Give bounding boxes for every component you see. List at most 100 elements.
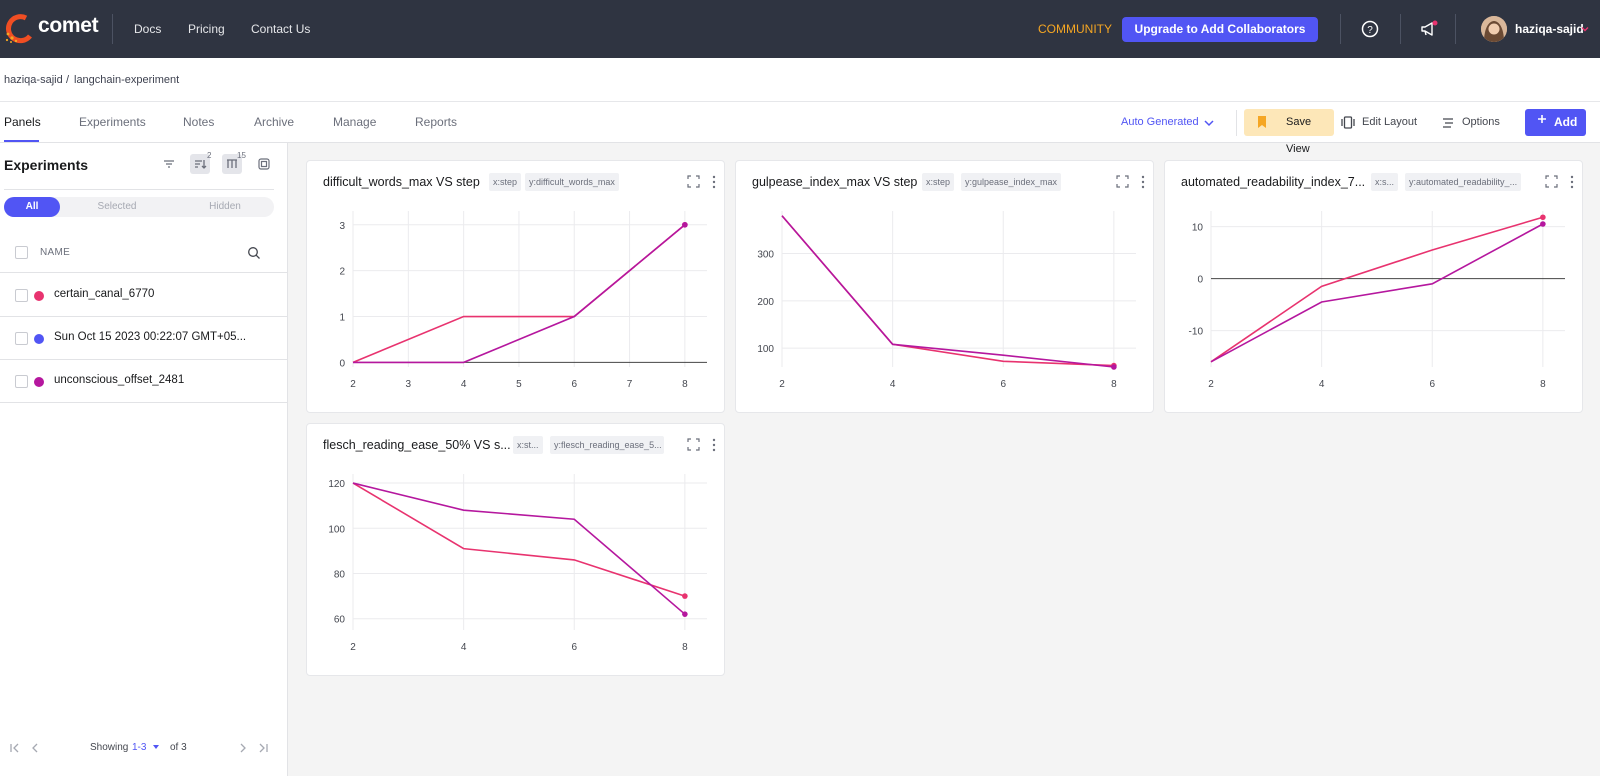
more-icon[interactable] bbox=[712, 438, 716, 442]
experiment-name[interactable]: unconscious_offset_2481 bbox=[54, 374, 185, 386]
y-tick-label: 200 bbox=[757, 297, 774, 308]
more-icon[interactable] bbox=[1570, 175, 1574, 179]
chart-panel: automated_readability_index_7... x:s... … bbox=[1164, 160, 1583, 413]
options-button[interactable]: Options bbox=[1462, 116, 1500, 128]
panel-actions bbox=[1116, 175, 1145, 189]
add-panel-button[interactable]: Add bbox=[1525, 109, 1586, 136]
breadcrumb-project[interactable]: langchain-experiment bbox=[74, 74, 180, 86]
community-link[interactable]: COMMUNITY bbox=[1038, 22, 1112, 36]
more-icon[interactable] bbox=[1141, 175, 1145, 179]
nav-docs[interactable]: Docs bbox=[134, 22, 162, 36]
x-tick-label: 4 bbox=[461, 642, 467, 653]
comet-logo[interactable]: comet bbox=[4, 12, 114, 48]
y-tick-label: 60 bbox=[334, 615, 346, 626]
logo-text: comet bbox=[38, 14, 99, 37]
series-line-1 bbox=[781, 215, 1114, 367]
y-axis-chip[interactable]: y:automated_readability_... bbox=[1405, 173, 1521, 191]
x-axis-chip[interactable]: x:st... bbox=[513, 436, 543, 454]
experiment-color-dot bbox=[34, 291, 44, 301]
line-chart: 2 4 6 8 -10 0 10 bbox=[1189, 211, 1565, 390]
filter-button[interactable] bbox=[159, 154, 179, 174]
expand-icon[interactable] bbox=[1545, 175, 1558, 188]
breadcrumb-workspace[interactable]: haziqa-sajid bbox=[4, 74, 63, 86]
view-selector[interactable]: Auto Generated bbox=[1121, 116, 1199, 128]
row-checkbox[interactable] bbox=[15, 332, 28, 345]
panel-actions bbox=[687, 438, 716, 452]
first-page-icon[interactable] bbox=[8, 741, 22, 755]
username[interactable]: haziqa-sajid bbox=[1515, 22, 1584, 36]
more-icon[interactable] bbox=[712, 175, 716, 179]
plus-icon bbox=[1538, 115, 1546, 123]
x-tick-label: 6 bbox=[571, 379, 577, 390]
x-axis-chip[interactable]: x:step bbox=[489, 173, 522, 191]
upgrade-button[interactable]: Upgrade to Add Collaborators bbox=[1122, 17, 1318, 42]
y-axis-chip[interactable]: y:gulpease_index_max bbox=[961, 173, 1062, 191]
y-axis-chip[interactable]: y:difficult_words_max bbox=[525, 173, 619, 191]
divider bbox=[112, 14, 113, 44]
previous-page-icon[interactable] bbox=[28, 741, 42, 755]
tab-reports[interactable]: Reports bbox=[415, 115, 458, 129]
y-tick-label: 100 bbox=[757, 344, 774, 355]
panel-title: difficult_words_max VS step bbox=[323, 175, 480, 189]
pager-total: of 3 bbox=[170, 742, 187, 753]
divider bbox=[1340, 14, 1341, 44]
filter-selected[interactable]: Selected bbox=[97, 201, 137, 212]
panel-title: gulpease_index_max VS step bbox=[752, 175, 918, 189]
x-tick-label: 2 bbox=[350, 379, 356, 390]
name-column-header[interactable]: NAME bbox=[40, 247, 71, 258]
edit-layout-button[interactable]: Edit Layout bbox=[1362, 116, 1418, 128]
columns-button[interactable] bbox=[222, 154, 242, 174]
x-tick-label: 3 bbox=[406, 379, 412, 390]
x-tick-label: 7 bbox=[627, 379, 633, 390]
y-tick-label: 300 bbox=[757, 250, 774, 261]
nav-pricing[interactable]: Pricing bbox=[188, 22, 225, 36]
search-icon[interactable] bbox=[247, 246, 261, 260]
x-axis-chip[interactable]: x:s... bbox=[1371, 173, 1399, 191]
pager-showing-label: Showing bbox=[90, 742, 129, 753]
next-page-icon[interactable] bbox=[236, 741, 250, 755]
announcements-icon[interactable] bbox=[1419, 19, 1439, 39]
experiment-name[interactable]: certain_canal_6770 bbox=[54, 288, 155, 300]
columns-icon bbox=[227, 159, 237, 168]
x-tick-label: 8 bbox=[1111, 379, 1117, 390]
comet-logo-icon bbox=[5, 14, 32, 44]
user-avatar[interactable] bbox=[1481, 16, 1507, 42]
series-end-point-2 bbox=[1111, 364, 1117, 370]
tab-manage[interactable]: Manage bbox=[333, 115, 377, 129]
tab-experiments[interactable]: Experiments bbox=[79, 115, 146, 129]
select-all-checkbox[interactable] bbox=[15, 246, 28, 259]
y-axis-chip[interactable]: y:flesch_reading_ease_5... bbox=[550, 436, 664, 454]
list-item[interactable]: certain_canal_6770 bbox=[0, 274, 288, 317]
table-header: NAME bbox=[0, 233, 288, 273]
expand-icon[interactable] bbox=[687, 175, 700, 188]
tab-panels[interactable]: Panels bbox=[4, 115, 41, 129]
filter-all[interactable]: All bbox=[4, 197, 60, 217]
caret-down-icon[interactable] bbox=[151, 742, 161, 752]
x-axis-chip[interactable]: x:step bbox=[922, 173, 955, 191]
last-page-icon[interactable] bbox=[256, 741, 270, 755]
list-item[interactable]: Sun Oct 15 2023 00:22:07 GMT+05... bbox=[0, 317, 288, 360]
row-checkbox[interactable] bbox=[15, 375, 28, 388]
x-tick-label: 8 bbox=[1540, 379, 1546, 390]
y-tick-label: 0 bbox=[339, 358, 345, 369]
row-checkbox[interactable] bbox=[15, 289, 28, 302]
sort-button[interactable] bbox=[190, 154, 210, 174]
chevron-down-icon[interactable] bbox=[1203, 117, 1215, 129]
group-button[interactable] bbox=[254, 154, 274, 174]
nav-contact-us[interactable]: Contact Us bbox=[251, 22, 311, 36]
expand-icon[interactable] bbox=[1116, 175, 1129, 188]
series-line-2 bbox=[781, 215, 1114, 368]
panel-actions bbox=[687, 175, 716, 189]
y-tick-label: 10 bbox=[1192, 223, 1204, 234]
pager-range-select[interactable]: 1-3 bbox=[132, 742, 147, 753]
list-item[interactable]: unconscious_offset_2481 bbox=[0, 360, 288, 403]
line-chart: 2 4 6 8 100 200 300 bbox=[757, 211, 1136, 390]
expand-icon[interactable] bbox=[687, 438, 700, 451]
tab-archive[interactable]: Archive bbox=[254, 115, 295, 129]
tab-notes[interactable]: Notes bbox=[183, 115, 215, 129]
filter-hidden[interactable]: Hidden bbox=[209, 201, 241, 212]
chevron-down-icon[interactable] bbox=[1580, 24, 1590, 34]
help-icon[interactable]: ? bbox=[1360, 19, 1380, 39]
group-icon bbox=[258, 158, 270, 170]
experiment-name[interactable]: Sun Oct 15 2023 00:22:07 GMT+05... bbox=[54, 331, 247, 343]
